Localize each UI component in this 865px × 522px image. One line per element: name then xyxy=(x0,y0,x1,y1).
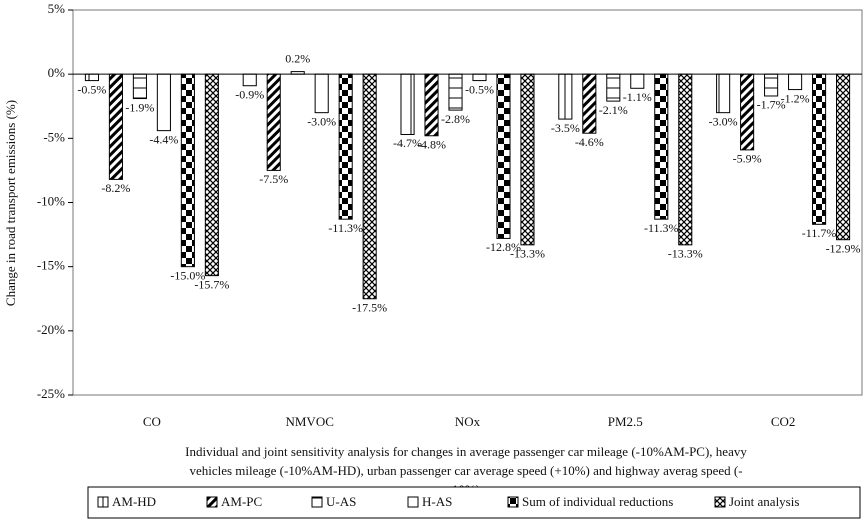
bar xyxy=(836,73,851,241)
value-label: -13.3% xyxy=(510,247,545,261)
bar xyxy=(520,73,535,246)
x-tick-label: CO xyxy=(143,414,161,429)
bar xyxy=(788,73,803,91)
value-label: -2.1% xyxy=(599,103,628,117)
value-label: -4.4% xyxy=(149,132,178,146)
bar xyxy=(448,73,463,111)
bar xyxy=(400,73,415,135)
value-label: -3.0% xyxy=(709,114,738,128)
x-tick-label: NMVOC xyxy=(285,414,333,429)
value-label: -15.7% xyxy=(194,277,229,291)
value-label: -7.5% xyxy=(259,172,288,186)
caption: vehicles mileage (-10%AM-HD), urban pass… xyxy=(189,463,742,478)
bar xyxy=(558,73,573,120)
value-label: -1.7% xyxy=(757,98,786,112)
value-label: -4.6% xyxy=(575,135,604,149)
value-label: -17.5% xyxy=(352,301,387,315)
x-tick-label: PM2.5 xyxy=(608,414,643,429)
bar xyxy=(716,73,731,114)
bar xyxy=(472,73,487,82)
bar xyxy=(362,73,377,300)
legend-swatch xyxy=(311,496,323,508)
bar xyxy=(180,73,195,268)
bar xyxy=(740,73,755,151)
legend-swatch xyxy=(507,496,519,508)
bar xyxy=(582,73,597,134)
value-label: -1.9% xyxy=(125,100,154,114)
value-label: -1.2% xyxy=(781,91,810,105)
value-label: -13.3% xyxy=(668,247,703,261)
legend-label: Joint analysis xyxy=(729,494,799,509)
value-label: -0.5% xyxy=(465,82,494,96)
legend-label: H-AS xyxy=(422,494,452,509)
value-label: 0.2% xyxy=(285,51,310,65)
bar xyxy=(424,73,439,137)
value-label: -12.8% xyxy=(486,240,521,254)
bar xyxy=(812,73,827,225)
bar xyxy=(338,73,353,220)
caption: Individual and joint sensitivity analysi… xyxy=(185,444,747,459)
bar xyxy=(678,73,693,246)
y-tick-label: -5% xyxy=(43,129,65,144)
bar xyxy=(314,73,329,114)
y-tick-label: 0% xyxy=(48,65,66,80)
value-label: -2.8% xyxy=(441,112,470,126)
bar xyxy=(764,73,779,97)
bar xyxy=(204,73,219,277)
bar xyxy=(654,73,669,220)
bar xyxy=(84,73,99,82)
y-tick-label: 5% xyxy=(48,1,66,16)
legend-label: AM-PC xyxy=(221,494,262,509)
value-label: -3.5% xyxy=(551,121,580,135)
x-tick-label: CO2 xyxy=(771,414,796,429)
value-label: -1.1% xyxy=(623,90,652,104)
bar xyxy=(242,73,257,87)
legend-swatch xyxy=(407,496,419,508)
legend-label: Sum of individual reductions xyxy=(522,494,673,509)
x-tick-label: NOx xyxy=(455,414,481,429)
y-tick-label: -20% xyxy=(37,322,65,337)
bar xyxy=(108,73,123,180)
value-label: -12.9% xyxy=(826,241,861,255)
legend-label: U-AS xyxy=(326,494,356,509)
bar xyxy=(156,73,171,132)
value-label: -0.9% xyxy=(235,87,264,101)
bar xyxy=(132,73,147,100)
value-label: -4.8% xyxy=(417,138,446,152)
value-label: -0.5% xyxy=(77,82,106,96)
bar xyxy=(496,73,511,239)
value-label: -4.7% xyxy=(393,136,422,150)
legend-label: AM-HD xyxy=(112,494,156,509)
value-label: -11.3% xyxy=(328,221,363,235)
y-axis-label: Change in road transport emissions (%) xyxy=(3,100,18,306)
y-tick-label: -10% xyxy=(37,193,65,208)
bar xyxy=(606,73,621,102)
legend-swatch xyxy=(714,496,726,508)
bar xyxy=(266,73,281,171)
y-tick-label: -15% xyxy=(37,258,65,273)
value-label: -5.9% xyxy=(733,152,762,166)
value-label: -3.0% xyxy=(307,114,336,128)
value-label: -11.3% xyxy=(644,221,679,235)
y-tick-label: -25% xyxy=(37,386,65,401)
legend-swatch xyxy=(97,496,109,508)
value-label: -15.0% xyxy=(170,268,205,282)
value-label: -11.7% xyxy=(802,226,837,240)
legend-swatch xyxy=(206,496,218,508)
bar xyxy=(630,73,645,89)
value-label: -8.2% xyxy=(101,181,130,195)
